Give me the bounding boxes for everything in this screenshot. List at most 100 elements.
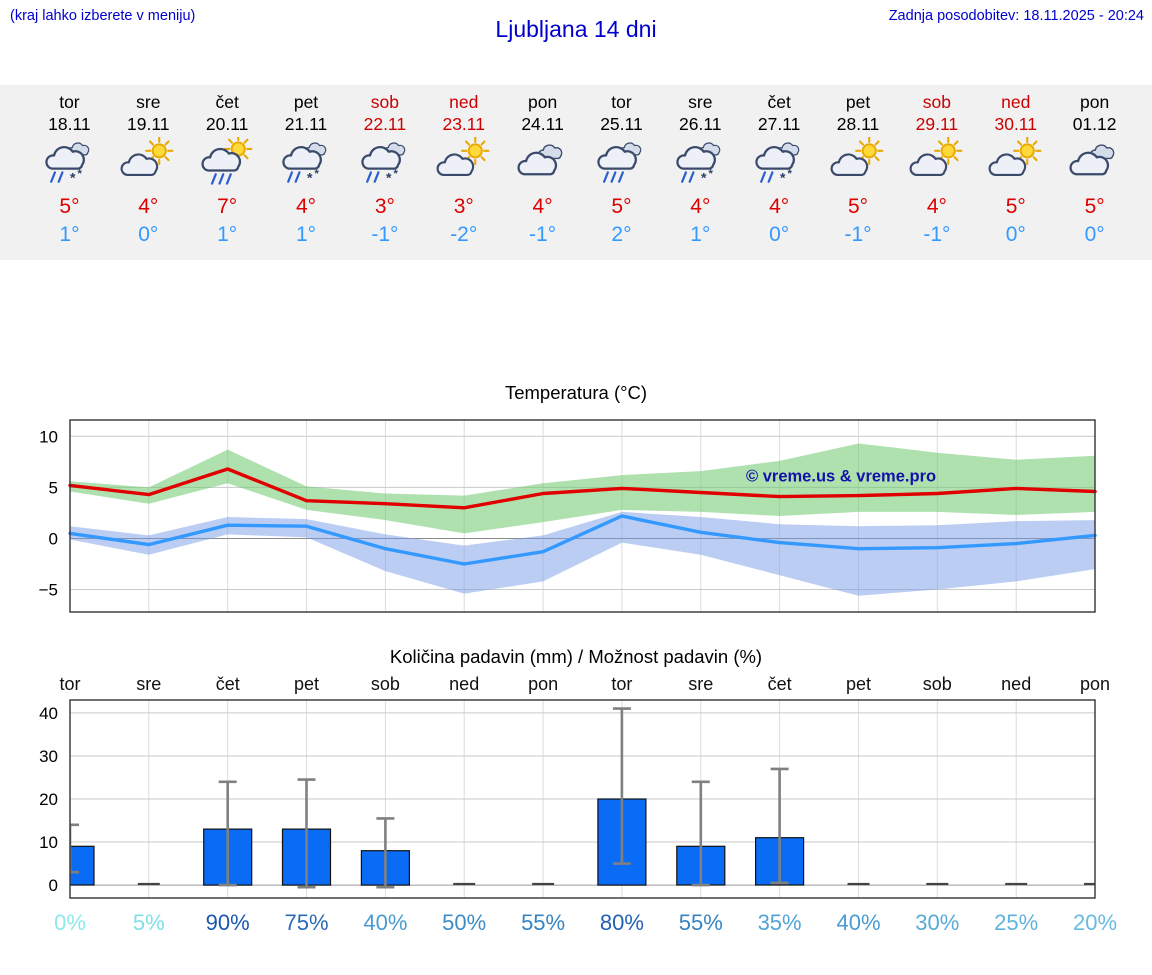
forecast-strip: tor 18.11 * * 5° 1° sre 19.11 4° 0° čet 20.11 7° 1° pe…: [0, 85, 1152, 260]
day-max-temp: 5°: [847, 195, 869, 218]
forecast-day[interactable]: sob 22.11 * * 3° -1°: [345, 91, 424, 260]
day-max-temp: 4°: [690, 195, 711, 218]
precip-day-label: ned: [449, 674, 479, 694]
precip-ytick-label: 0: [49, 876, 58, 895]
day-min-temp: -2°: [450, 223, 478, 246]
day-min-temp: 0°: [1084, 223, 1105, 246]
precip-probability-label: 40%: [363, 910, 407, 935]
partly-sunny-icon: [897, 135, 976, 191]
forecast-day[interactable]: čet 27.11 * * 4° 0°: [740, 91, 819, 260]
day-date: 27.11: [757, 114, 801, 134]
rain-sleet-icon: * *: [740, 135, 819, 191]
day-max-temp: 4°: [138, 195, 159, 218]
day-name: ned: [449, 92, 479, 112]
day-date: 25.11: [600, 114, 643, 134]
rain-sleet-icon: * *: [267, 135, 346, 191]
precip-bar-zero: [847, 882, 870, 886]
precip-probability-label: 55%: [521, 910, 565, 935]
day-min-temp: 1°: [690, 223, 711, 246]
day-name: ned: [1001, 92, 1031, 112]
svg-text:*: *: [393, 168, 398, 180]
day-min-temp: 1°: [295, 223, 317, 246]
temp-ytick-label: 10: [39, 427, 58, 446]
precip-error-bar: [691, 780, 710, 887]
last-update-text: Zadnja posodobitev: 18.11.2025 - 20:24: [888, 8, 1144, 24]
svg-text:*: *: [386, 170, 392, 186]
precip-day-label: pon: [1080, 674, 1110, 694]
max temperature-line: [68, 467, 1097, 510]
day-name: pon: [1080, 92, 1110, 112]
forecast-day[interactable]: ned 30.11 5° 0°: [976, 91, 1055, 260]
day-name: pet: [845, 92, 871, 112]
day-min-temp: -1°: [371, 223, 399, 246]
day-min-temp: 1°: [217, 223, 238, 246]
precip-probability-label: 25%: [994, 910, 1038, 935]
day-max-temp: 4°: [769, 195, 790, 218]
precip-probability-label: 50%: [442, 910, 486, 935]
rain-sleet-glyph: * *: [361, 142, 406, 186]
temp-ytick-label: 0: [49, 530, 58, 549]
forecast-day[interactable]: pet 28.11 5° -1°: [819, 91, 898, 260]
partly-sunny-icon: [109, 135, 188, 191]
svg-text:*: *: [780, 170, 786, 186]
day-max-temp: 4°: [532, 195, 553, 218]
day-date: 21.11: [284, 114, 328, 134]
precipitation-chart-title: Količina padavin (mm) / Možnost padavin …: [389, 646, 763, 667]
precipitation-chart: tor sre čet pet sob ned pon tor sre čet pet sob ned p…: [39, 674, 1117, 935]
forecast-day[interactable]: tor 18.11 * * 5° 1°: [30, 91, 109, 260]
cloudy-icon: [1055, 135, 1134, 191]
precip-day-label: sob: [371, 674, 400, 694]
precip-error-bar: [297, 778, 316, 889]
header: (kraj lahko izberete v meniju) Ljubljana…: [0, 0, 1152, 85]
day-date: 30.11: [994, 114, 1037, 134]
svg-text:*: *: [70, 170, 76, 186]
precip-probability-label: 80%: [600, 910, 644, 935]
forecast-day[interactable]: pet 21.11 * * 4° 1°: [267, 91, 346, 260]
partly-sunny-glyph: [830, 137, 884, 176]
precip-error-bar: [376, 817, 395, 889]
svg-text:*: *: [709, 168, 714, 180]
forecast-day[interactable]: čet 20.11 7° 1°: [188, 91, 267, 260]
forecast-day[interactable]: sre 26.11 * * 4° 1°: [661, 91, 740, 260]
forecast-day[interactable]: sob 29.11 4° -1°: [897, 91, 976, 260]
precip-error-bar: [218, 780, 237, 887]
partly-sunny-icon: [819, 135, 898, 191]
precip-ytick-label: 30: [39, 747, 58, 766]
location-hint: (kraj lahko izberete v meniju): [10, 8, 196, 24]
day-min-temp: 0°: [769, 223, 790, 246]
rain-glyph: [597, 142, 642, 183]
precip-error-bar: [770, 767, 789, 885]
precip-ytick-label: 10: [39, 833, 58, 852]
precip-day-label: tor: [59, 674, 80, 694]
svg-text:*: *: [701, 170, 707, 186]
day-date: 01.12: [1072, 114, 1117, 134]
rain-sleet-glyph: * *: [45, 142, 90, 186]
rain-sleet-glyph: * *: [755, 142, 800, 186]
forecast-day[interactable]: pon 24.11 4° -1°: [503, 91, 582, 260]
forecast-day[interactable]: ned 23.11 3° -2°: [424, 91, 503, 260]
precip-probability-label: 0%: [54, 910, 86, 935]
precip-bar: [70, 845, 95, 886]
day-date: 28.11: [836, 114, 880, 134]
forecast-day[interactable]: tor 25.11 5° 2°: [582, 91, 661, 260]
svg-text:*: *: [788, 168, 793, 180]
day-date: 20.11: [205, 114, 249, 134]
max-range-band: [70, 443, 1095, 534]
forecast-day[interactable]: pon 01.12 5° 0°: [1055, 91, 1134, 260]
day-name: pet: [293, 92, 319, 112]
day-date: 22.11: [363, 114, 407, 134]
rain-sleet-icon: * *: [30, 135, 109, 191]
precip-bar-zero: [1084, 882, 1095, 886]
precip-day-label: čet: [768, 674, 792, 694]
day-date: 29.11: [915, 114, 959, 134]
forecast-day[interactable]: sre 19.11 4° 0°: [109, 91, 188, 260]
day-name: tor: [59, 92, 80, 112]
day-min-temp: 0°: [138, 223, 159, 246]
precip-day-label: tor: [611, 674, 632, 694]
rain-sleet-icon: * *: [661, 135, 740, 191]
day-min-temp: 1°: [59, 223, 80, 246]
partly-sunny-glyph: [909, 137, 963, 176]
day-name: čet: [767, 92, 791, 112]
svg-text:*: *: [78, 168, 83, 180]
partly-sunny-glyph: [988, 137, 1042, 176]
